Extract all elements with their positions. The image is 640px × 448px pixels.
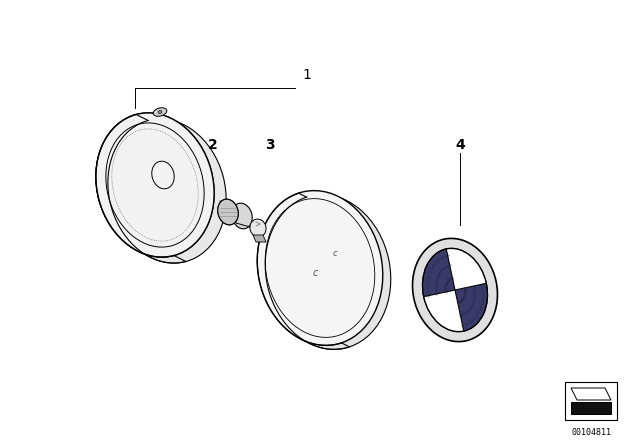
Ellipse shape: [96, 113, 214, 257]
Polygon shape: [571, 388, 611, 400]
Bar: [565, 382, 617, 420]
Ellipse shape: [153, 108, 167, 116]
Ellipse shape: [158, 111, 162, 113]
Ellipse shape: [422, 248, 488, 332]
Ellipse shape: [250, 219, 266, 237]
Polygon shape: [422, 249, 455, 297]
Polygon shape: [424, 290, 464, 332]
Text: BMW: BMW: [451, 270, 468, 278]
Ellipse shape: [218, 199, 238, 225]
Polygon shape: [446, 248, 486, 290]
Ellipse shape: [96, 113, 214, 257]
Polygon shape: [571, 402, 611, 414]
Text: c: c: [333, 249, 337, 258]
Ellipse shape: [265, 194, 391, 349]
Ellipse shape: [108, 119, 226, 263]
Text: 00104811: 00104811: [571, 428, 611, 437]
Text: 3: 3: [265, 138, 275, 152]
Ellipse shape: [413, 238, 497, 342]
Ellipse shape: [232, 203, 252, 229]
Ellipse shape: [218, 199, 238, 225]
Ellipse shape: [257, 190, 383, 345]
Text: c: c: [312, 268, 317, 278]
Polygon shape: [455, 283, 488, 331]
Text: 2: 2: [208, 138, 218, 152]
Text: 4: 4: [455, 138, 465, 152]
Text: 1: 1: [302, 68, 311, 82]
Polygon shape: [253, 235, 266, 242]
